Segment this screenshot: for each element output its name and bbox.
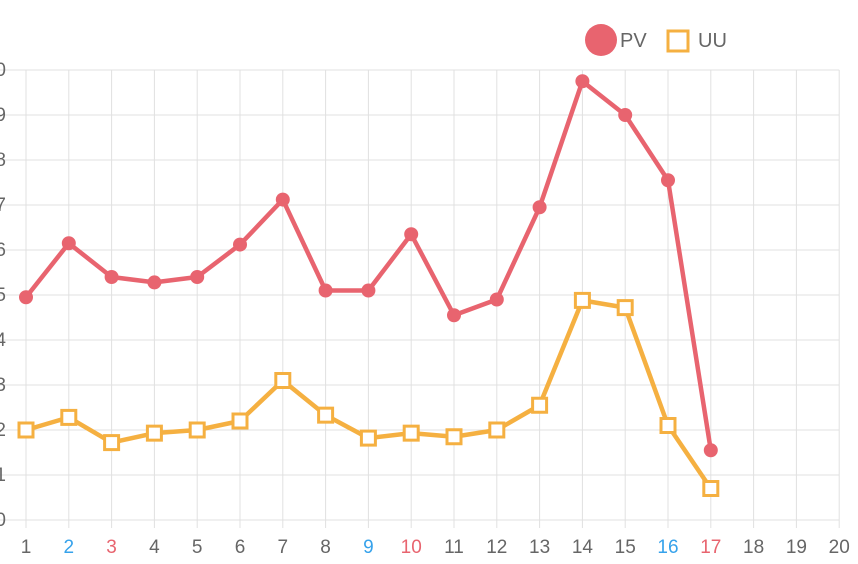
data-point-pv[interactable] <box>104 270 119 284</box>
x-tick-label: 1 <box>21 537 32 558</box>
y-tick-label: 9 <box>0 105 6 126</box>
data-point-uu[interactable] <box>188 421 206 439</box>
data-point-pv[interactable] <box>661 173 675 188</box>
y-tick-label: 5 <box>0 285 6 306</box>
data-point-uu[interactable] <box>231 412 249 430</box>
x-tick-label: 8 <box>320 537 331 558</box>
y-tick-label: 4 <box>0 330 6 351</box>
x-tick-label: 3 <box>106 537 117 558</box>
data-point-pv[interactable] <box>61 236 76 251</box>
data-point-pv[interactable] <box>532 200 547 215</box>
y-tick-label: 2 <box>0 420 6 441</box>
data-point-uu[interactable] <box>274 372 292 389</box>
data-point-uu[interactable] <box>616 299 634 317</box>
y-tick-label: 3 <box>0 375 6 396</box>
grid-lines <box>0 69 840 528</box>
data-point-pv[interactable] <box>233 237 247 252</box>
x-tick-label: 16 <box>657 537 678 558</box>
x-tick-label: 20 <box>829 537 850 558</box>
x-tick-label: 13 <box>529 537 550 558</box>
x-tick-label: 7 <box>278 537 289 558</box>
x-tick-label: 17 <box>700 537 721 558</box>
x-tick-label: 15 <box>615 537 636 558</box>
legend[interactable]: PV UU <box>585 24 727 56</box>
x-tick-label: 2 <box>64 537 75 558</box>
data-point-pv[interactable] <box>19 290 33 305</box>
x-tick-label: 5 <box>192 537 203 558</box>
x-axis-labels: 1 2 3 4 5 6 7 8 9 10 11 12 13 14 15 16 17 18 19 20 <box>21 537 850 558</box>
data-point-pv[interactable] <box>275 192 290 207</box>
legend-item-uu[interactable]: UU <box>666 29 727 53</box>
data-point-pv[interactable] <box>447 308 461 323</box>
y-tick-label: 0 <box>0 510 6 531</box>
data-point-uu[interactable] <box>103 434 121 452</box>
y-tick-label: 8 <box>0 150 6 171</box>
x-tick-label: 11 <box>444 537 464 558</box>
x-tick-label: 4 <box>149 537 160 558</box>
data-point-uu[interactable] <box>659 417 677 434</box>
x-tick-label: 18 <box>743 537 764 558</box>
legend-label-uu: UU <box>698 30 727 52</box>
data-point-pv[interactable] <box>361 283 376 298</box>
x-tick-label: 10 <box>401 537 422 558</box>
data-point-uu[interactable] <box>531 396 549 414</box>
data-point-uu[interactable] <box>145 424 163 442</box>
y-tick-label: 10 <box>0 60 6 81</box>
x-tick-label: 19 <box>786 537 807 558</box>
x-tick-label: 14 <box>572 537 594 558</box>
y-tick-label: 7 <box>0 195 6 216</box>
data-point-uu[interactable] <box>573 291 591 309</box>
data-point-pv[interactable] <box>489 292 504 307</box>
y-tick-label: 1 <box>0 465 6 486</box>
y-axis-ticks: 0 1 2 3 4 5 6 7 8 9 10 <box>0 60 6 531</box>
legend-item-pv[interactable]: PV <box>585 24 647 56</box>
x-tick-label: 6 <box>235 537 246 558</box>
legend-marker-uu <box>666 29 690 53</box>
data-point-uu[interactable] <box>317 406 335 424</box>
data-point-pv[interactable] <box>190 270 205 284</box>
data-point-pv[interactable] <box>147 275 162 290</box>
legend-label-pv: PV <box>620 30 647 52</box>
x-tick-label: 12 <box>486 537 507 558</box>
data-point-pv[interactable] <box>703 443 718 458</box>
data-point-uu[interactable] <box>402 424 420 442</box>
legend-marker-pv <box>585 24 617 56</box>
x-tick-label: 9 <box>363 537 374 558</box>
data-point-uu[interactable] <box>488 421 506 439</box>
series-points <box>17 74 720 497</box>
data-point-uu[interactable] <box>17 421 35 439</box>
data-point-pv[interactable] <box>618 108 633 122</box>
data-point-uu[interactable] <box>445 428 463 446</box>
data-point-uu[interactable] <box>60 408 78 426</box>
data-point-pv[interactable] <box>318 283 333 298</box>
data-point-pv[interactable] <box>404 227 419 242</box>
data-point-uu[interactable] <box>702 480 720 497</box>
data-point-pv[interactable] <box>575 74 590 89</box>
y-tick-label: 6 <box>0 240 6 261</box>
data-point-uu[interactable] <box>359 429 377 447</box>
